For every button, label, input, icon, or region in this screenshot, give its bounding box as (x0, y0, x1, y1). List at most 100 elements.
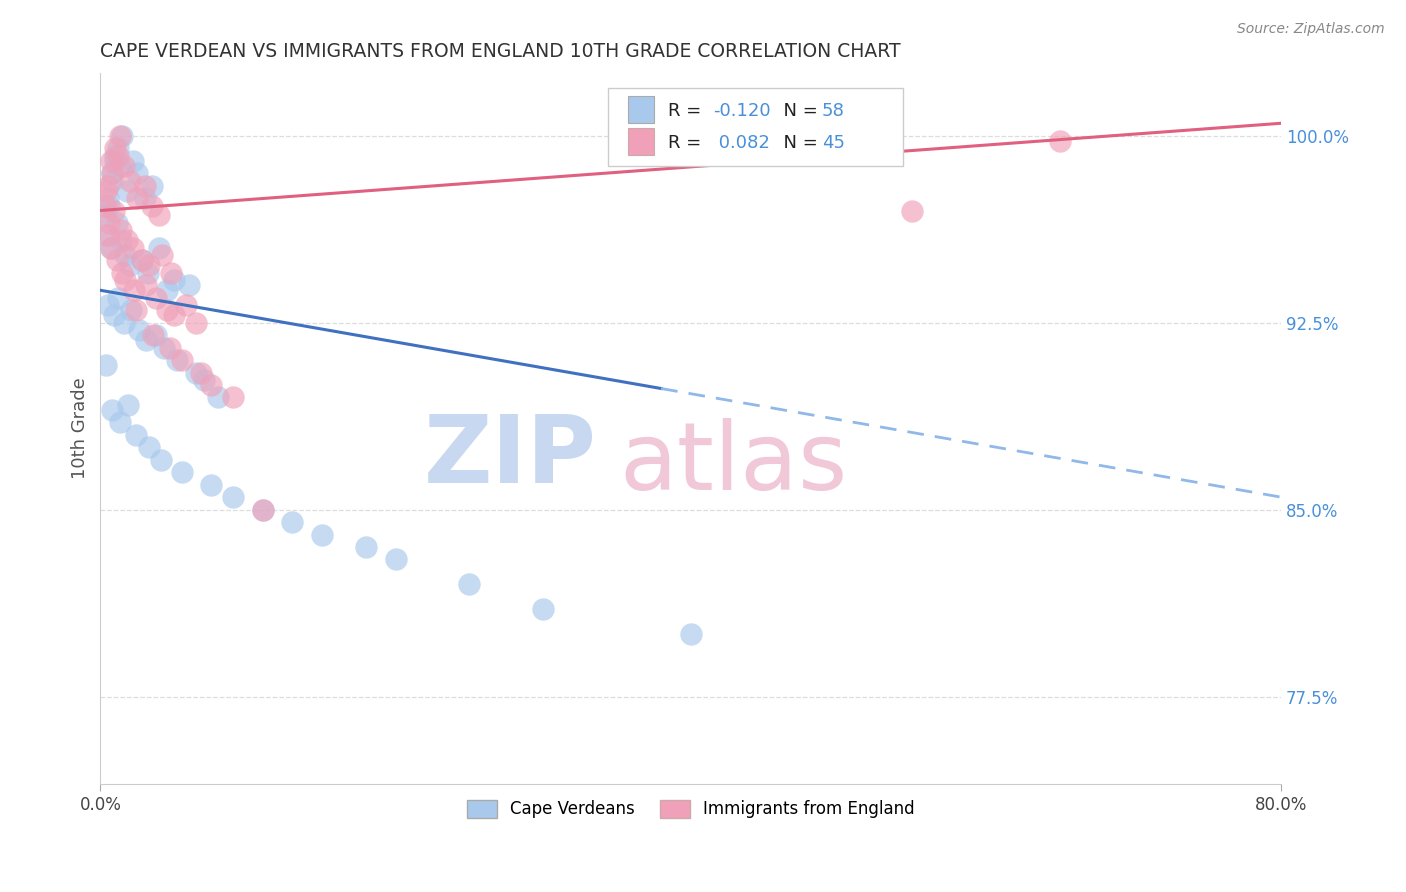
Point (96, 358, 118, 372)
Point (101, 403, 124, 417)
Point (101, 173, 124, 187)
Point (108, 159, 131, 173)
Point (252, 502, 274, 516)
Point (200, 378, 222, 392)
Text: CAPE VERDEAN VS IMMIGRANTS FROM ENGLAND 10TH GRADE CORRELATION CHART: CAPE VERDEAN VS IMMIGRANTS FROM ENGLAND … (100, 42, 901, 61)
Point (252, 502, 274, 516)
Point (142, 328, 165, 343)
Point (156, 283, 179, 297)
Point (108, 415, 131, 429)
Point (121, 241, 143, 255)
Point (354, 540, 377, 554)
Point (138, 258, 160, 272)
Point (105, 253, 128, 268)
Point (97, 191, 120, 205)
Text: -0.120: -0.120 (713, 102, 770, 120)
Point (103, 308, 125, 322)
Point (105, 216, 128, 230)
Point (679, 627, 702, 641)
Point (134, 191, 156, 205)
Text: atlas: atlas (620, 418, 848, 510)
Y-axis label: 10th Grade: 10th Grade (72, 377, 89, 480)
Text: N =: N = (772, 134, 824, 152)
Point (160, 266, 183, 280)
Point (156, 303, 179, 318)
Point (531, 602, 554, 616)
Point (107, 149, 129, 163)
Point (134, 178, 156, 193)
Point (125, 303, 148, 318)
Point (98, 216, 121, 230)
Point (124, 283, 146, 297)
Text: ZIP: ZIP (423, 411, 596, 503)
Point (96, 228, 118, 243)
Point (117, 398, 139, 412)
Point (311, 527, 333, 541)
Point (186, 366, 208, 380)
Point (150, 248, 173, 262)
Point (159, 341, 181, 355)
Text: Source: ZipAtlas.com: Source: ZipAtlas.com (1237, 22, 1385, 37)
Point (98, 198, 121, 212)
Point (115, 234, 138, 248)
Point (281, 515, 304, 529)
Point (115, 184, 138, 198)
Point (94, 198, 117, 212)
Point (104, 153, 127, 168)
Point (103, 203, 125, 218)
Point (97, 178, 120, 193)
Text: R =: R = (668, 102, 707, 120)
Point (121, 153, 143, 168)
Point (1049, 134, 1071, 148)
Point (141, 198, 163, 212)
Point (166, 353, 188, 368)
Text: N =: N = (772, 102, 824, 120)
Point (110, 223, 132, 237)
Point (163, 308, 186, 322)
Point (384, 552, 406, 566)
Point (148, 209, 170, 223)
Point (174, 298, 197, 312)
Point (207, 391, 229, 405)
Point (149, 452, 172, 467)
Point (107, 141, 129, 155)
Point (104, 149, 127, 163)
Point (100, 153, 122, 168)
Point (100, 241, 122, 255)
Point (101, 166, 124, 180)
Point (118, 258, 141, 272)
Point (97, 298, 120, 312)
FancyBboxPatch shape (628, 96, 654, 123)
Point (145, 291, 167, 305)
Point (186, 316, 208, 330)
Text: 58: 58 (821, 102, 845, 120)
Point (136, 266, 159, 280)
Point (153, 341, 176, 355)
Point (112, 159, 135, 173)
Point (114, 273, 136, 287)
Text: 0.082: 0.082 (713, 134, 770, 152)
Point (128, 323, 150, 337)
Point (145, 328, 167, 343)
Point (96, 184, 118, 198)
Point (138, 440, 160, 454)
Point (163, 273, 186, 287)
Point (111, 266, 134, 280)
Point (901, 203, 924, 218)
Point (97, 228, 120, 243)
Point (222, 391, 245, 405)
Point (127, 166, 149, 180)
Point (125, 427, 148, 442)
Point (127, 191, 149, 205)
Point (170, 353, 193, 368)
Point (131, 253, 153, 268)
Point (135, 278, 157, 293)
Point (131, 253, 153, 268)
Point (94, 209, 117, 223)
Point (170, 465, 193, 479)
Point (100, 241, 122, 255)
Point (111, 128, 134, 143)
Point (148, 241, 170, 255)
Point (458, 577, 481, 591)
Point (190, 366, 212, 380)
